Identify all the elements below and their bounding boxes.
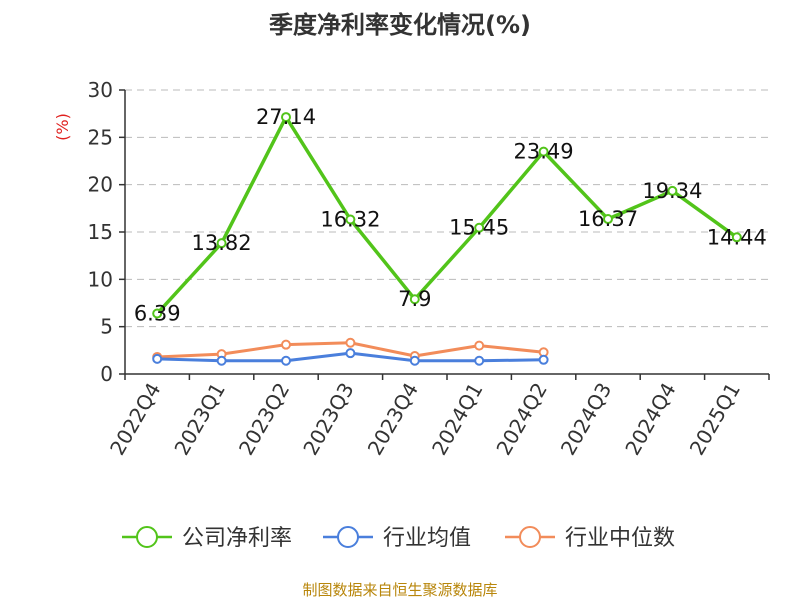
data-label: 15.45 [449, 216, 509, 240]
data-point [474, 355, 485, 366]
x-tick-label: 2023Q2 [234, 379, 294, 460]
x-tick-label: 2023Q3 [298, 379, 358, 460]
data-point [216, 238, 227, 249]
y-tick-label: 20 [88, 173, 113, 197]
data-point [152, 353, 163, 364]
y-axis-ticks: 0 5 10 15 20 25 30 [88, 78, 125, 386]
data-point [152, 308, 163, 319]
x-tick-label: 2024Q1 [427, 379, 487, 460]
legend-label: 行业中位数 [565, 526, 675, 551]
series-0 [152, 112, 742, 319]
gridlines [125, 89, 769, 328]
data-point [281, 355, 291, 366]
data-point [538, 354, 549, 365]
legend-label: 行业均值 [383, 526, 471, 551]
data-label: 14.44 [707, 225, 767, 249]
data-point [474, 222, 485, 233]
legend-item: 行业均值 [323, 526, 471, 551]
legend-marker [337, 526, 359, 548]
data-label: 27.14 [256, 105, 316, 129]
data-label: 7.9 [398, 287, 431, 311]
data-point [409, 294, 420, 305]
data-point [474, 340, 485, 351]
series-lines [152, 112, 742, 366]
series-1 [152, 348, 549, 366]
data-point [731, 232, 742, 243]
series-line [155, 115, 738, 315]
data-label: 16.37 [578, 207, 638, 231]
y-tick-label: 25 [88, 125, 113, 149]
x-tick-label: 2024Q4 [620, 379, 680, 460]
x-axis-ticks: 2022Q4 2023Q1 2023Q2 2023Q3 2023Q4 2024Q1 2024… [105, 374, 770, 460]
source-note: 制图数据来自恒生聚源数据库 [302, 581, 497, 599]
x-tick-label: 2025Q1 [685, 379, 745, 460]
data-label: 19.34 [642, 179, 702, 203]
data-point [409, 355, 420, 366]
x-tick-label: 2023Q4 [363, 379, 423, 460]
x-tick-label: 2023Q1 [169, 379, 229, 460]
x-tick-label: 2024Q3 [556, 379, 616, 460]
data-point [281, 339, 291, 350]
data-point [345, 348, 356, 359]
x-tick-label: 2024Q2 [491, 379, 551, 460]
data-label: 13.82 [192, 231, 252, 255]
x-tick-label: 2022Q4 [105, 379, 165, 460]
legend-label: 公司净利率 [182, 526, 292, 551]
legend-marker [136, 526, 158, 548]
legend-item: 公司净利率 [122, 526, 292, 551]
data-point [216, 355, 227, 366]
data-labels: 6.39 13.82 27.14 16.32 7.9 15.45 23.49 16.3719.… [134, 105, 767, 325]
legend: 公司净利率 行业均值 行业中位数 [122, 526, 675, 551]
y-tick-label: 5 [100, 315, 113, 339]
legend-marker [519, 526, 541, 548]
y-tick-label: 15 [88, 220, 113, 244]
chart-title: 季度净利率变化情况(%) [269, 11, 531, 39]
data-label: 16.32 [320, 208, 380, 232]
y-tick-label: 10 [88, 267, 113, 291]
data-label: 6.39 [134, 302, 181, 326]
data-point [281, 112, 291, 123]
data-point [345, 214, 356, 225]
legend-item: 行业中位数 [505, 526, 675, 551]
y-tick-label: 30 [88, 78, 113, 102]
data-point [538, 146, 549, 157]
data-label: 23.49 [514, 140, 574, 164]
data-point [345, 337, 356, 348]
y-tick-label: 0 [100, 362, 113, 386]
data-point [603, 214, 613, 225]
y-axis-unit: (%) [53, 113, 72, 141]
data-point [667, 185, 678, 196]
